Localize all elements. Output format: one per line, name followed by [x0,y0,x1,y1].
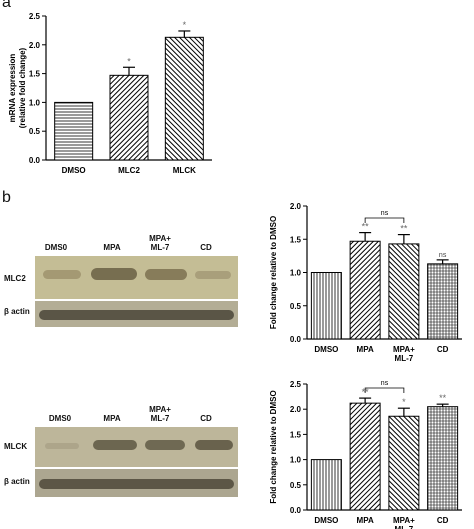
significance-label: ** [439,393,447,403]
band [195,440,233,450]
blot-image-mlc2 [35,256,238,299]
x-tick-label: MPA+ [393,345,415,354]
band [93,440,137,450]
significance-label: * [183,20,187,30]
y-tick-label: 0.5 [290,302,302,311]
bar [427,263,459,340]
x-tick-label: MLC2 [118,166,140,175]
row-label-actin-2: β actin [4,477,30,486]
chart-a-mrna-expression: 0.0 0.5 1.0 1.5 2.0 2.5 mRNA expression (relati… [8,12,212,175]
bar [388,415,420,511]
bar [388,243,420,340]
x-tick-label: DMSO [314,516,338,525]
significance-bracket [364,217,405,223]
y-tick-label: 0.5 [29,127,41,136]
y-tick-label: 2.0 [29,41,41,50]
blot-image-mlck [35,427,238,467]
y-tick-label: 0.0 [290,335,302,344]
bar [164,36,204,161]
panel-label-a: a [2,0,11,11]
band [45,443,79,449]
blot-image-actin-1 [35,301,238,327]
panel-label-b: b [2,189,11,206]
band [195,271,231,279]
y-tick-label: 2.0 [290,405,302,414]
x-tick-label: MPA+ [393,516,415,525]
band [91,268,137,280]
bar [310,459,342,511]
western-blot-mlck: DMS0 MPA MPA+ ML-7 CD MLCK β actin [0,385,245,510]
lane-label-mpa: MPA [103,243,121,252]
y-axis-label: (relative fold change) [18,47,27,128]
y-tick-label: 1.0 [290,456,302,465]
y-tick-label: 1.5 [290,430,302,439]
significance-label: * [402,397,406,407]
significance-label: ** [362,222,370,232]
significance-label: * [127,56,131,66]
bracket-label: ns [381,210,389,217]
band [43,270,81,279]
y-tick-label: 1.0 [29,98,41,107]
x-tick-label: ML-7 [395,354,414,363]
band [145,440,185,450]
x-tick-label: MPA [357,345,374,354]
band [39,479,234,489]
y-axis-label: mRNA expression [8,54,17,123]
significance-label: ** [400,224,408,234]
x-tick-label: MPA [357,516,374,525]
bar [427,406,459,511]
y-tick-label: 2.5 [290,380,302,389]
lane-label-dmso: DMS0 [48,414,72,423]
band [39,310,234,320]
significance-bracket [364,387,405,393]
x-tick-label: ML-7 [395,525,414,529]
x-tick-label: CD [437,516,449,525]
lane-label-mpa-ml7: MPA+ ML-7 [149,234,171,252]
row-label-mlck: MLCK [4,442,28,451]
y-tick-label: 0.0 [29,156,41,165]
bar [310,272,342,340]
band [145,269,187,280]
y-tick-label: 2.5 [29,12,41,21]
chart-b-mlc2-fold-change: 0.0 0.5 1.0 1.5 2.0 Fold change relative to D… [269,202,462,363]
lane-label-mpa: MPA [103,414,121,423]
x-tick-label: CD [437,345,449,354]
x-tick-label: MLCK [173,166,196,175]
x-tick-label: DMSO [62,166,86,175]
lane-label-cd: CD [200,414,212,423]
row-label-actin-1: β actin [4,307,30,316]
y-tick-label: 0.5 [290,481,302,490]
significance-label: ns [439,252,447,259]
y-axis-label: Fold change relative to DMSO [269,216,278,329]
lane-label-cd: CD [200,243,212,252]
chart-b-mlck-fold-change: 0.0 0.5 1.0 1.5 2.0 2.5 Fold change relative t… [269,380,462,529]
bar [349,240,381,340]
lane-label-mpa-ml7: MPA+ ML-7 [149,405,171,423]
y-axis-label: Fold change relative to DMSO [269,390,278,503]
lane-label-dmso: DMS0 [44,243,68,252]
bar [349,402,381,511]
blot-image-actin-2 [35,469,238,497]
y-tick-label: 0.0 [290,506,302,515]
western-blot-mlc2: DMS0 MPA MPA+ ML-7 CD MLC2 β actin [0,210,245,330]
bar [54,101,94,161]
row-label-mlc2: MLC2 [4,274,26,283]
bar [109,74,149,161]
x-tick-label: DMSO [314,345,338,354]
y-tick-label: 1.5 [29,70,41,79]
bracket-label: ns [381,380,389,387]
y-tick-label: 2.0 [290,202,302,211]
y-tick-label: 1.5 [290,235,302,244]
y-tick-label: 1.0 [290,269,302,278]
